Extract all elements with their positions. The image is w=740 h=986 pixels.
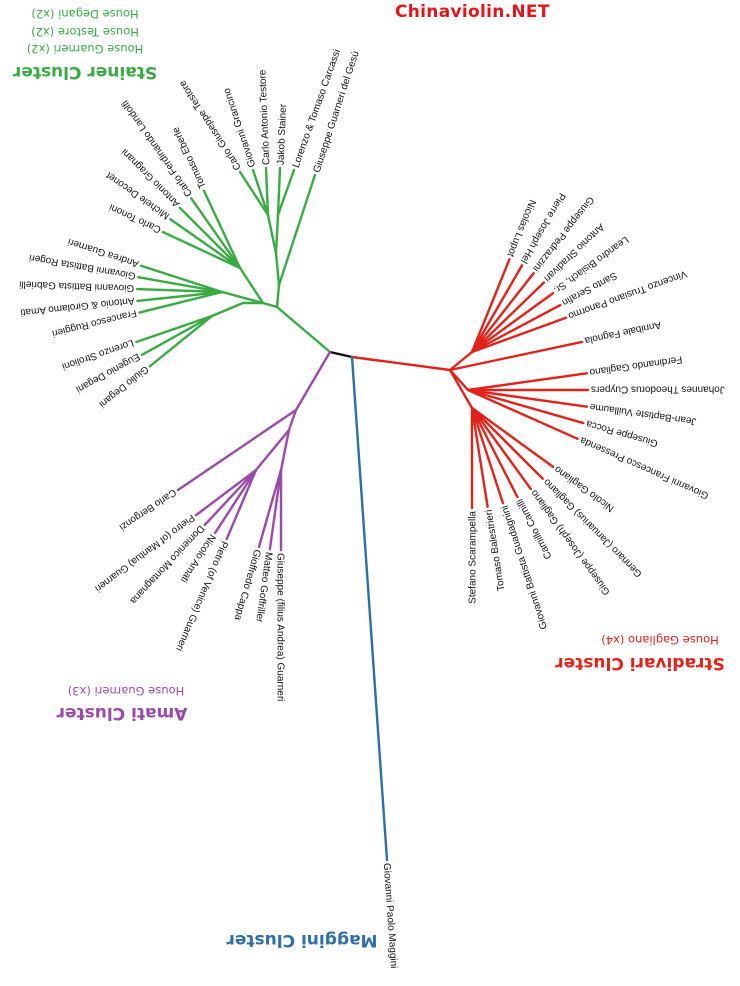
stradivari-leaf-branch <box>470 316 568 354</box>
stradivari-leaf-branch <box>470 271 535 354</box>
stainer-cluster-subtitle: House Degani (x2) <box>31 7 138 21</box>
stradivari-leaf-branch <box>470 303 562 354</box>
stainer-internal-branch <box>275 283 281 309</box>
stainer-leaf-branch <box>190 197 242 270</box>
stradivari-leaf-label: Johannes Theodorus Cuypers <box>591 384 725 395</box>
watermark-logo: Chinaviolin.NET <box>395 2 550 22</box>
stradivari-leaf-branch <box>470 406 532 491</box>
stainer-cluster-subtitle: House Guarneri (x2) <box>27 42 144 56</box>
stradivari-leaf-branch <box>470 406 544 480</box>
stainer-leaf-branch <box>136 290 224 303</box>
stainer-leaf-branch <box>137 276 224 294</box>
stradivari-cluster-title: Stradivari Cluster <box>555 653 725 673</box>
stradivari-leaf-branch <box>470 281 546 354</box>
stainer-leaf-label: Carlo Antonio Testore <box>257 69 272 165</box>
amati-leaf-label: Carlo Bergonzi <box>117 486 178 532</box>
stradivari-leaf-branch <box>470 264 524 354</box>
stradivari-internal-branch <box>448 350 474 372</box>
amati-leaf-branch <box>225 468 258 541</box>
stradivari-leaf-label: Ferdinando Gagliano <box>588 353 682 377</box>
stradivari-internal-branch <box>350 355 452 372</box>
stainer-leaf-branch <box>148 314 214 368</box>
stainer-internal-branch <box>274 251 281 287</box>
stainer-internal-branch <box>210 301 245 318</box>
tree-branches <box>135 166 590 862</box>
stradivari-leaf-branch <box>470 406 555 468</box>
stainer-internal-branch <box>220 290 265 305</box>
stainer-leaf-branch <box>169 218 242 270</box>
stainer-cluster-title: Stainer Cluster <box>12 62 157 82</box>
stainer-leaf-branch <box>138 290 224 314</box>
stainer-leaf-branch <box>161 230 242 270</box>
stainer-leaf-branch <box>135 287 224 294</box>
stainer-leaf-branch <box>140 314 214 356</box>
amati-leaf-branch <box>194 468 258 517</box>
stradivari-leaf-branch <box>448 340 584 372</box>
stainer-leaf-branch <box>251 168 270 217</box>
stainer-leaf-branch <box>178 206 242 270</box>
stradivari-leaf-branch <box>466 388 589 408</box>
amati-leaf-branch <box>176 408 298 492</box>
amati-cluster-subtitle: House Guarneri (x3) <box>68 684 185 698</box>
amati-internal-branch <box>287 408 298 432</box>
amati-leaf-branch <box>213 468 258 535</box>
stradivari-internal-branch <box>448 368 474 410</box>
maggini-leaf-branch <box>350 355 389 862</box>
cluster-titles: Stainer Cluster House Guarneri (x2) House … <box>12 7 724 950</box>
root-branch <box>328 350 354 359</box>
stradivari-leaf-label: Stefano Scarampella <box>468 511 479 604</box>
maggini-leaf-label: Giovanni Paolo Maggini <box>381 863 399 969</box>
stainer-leaf-branch <box>135 314 214 344</box>
amati-leaf-branch <box>257 468 283 549</box>
stainer-leaf-branch <box>276 166 282 217</box>
stradivari-leaf-label: Annibale Fagnola <box>583 319 662 346</box>
amati-internal-branch <box>254 428 291 472</box>
stainer-leaf-branch <box>202 189 242 270</box>
stradivari-leaf-branch <box>470 406 505 505</box>
stainer-leaf-branch <box>139 264 224 294</box>
stainer-internal-branch <box>275 305 332 354</box>
amati-cluster-title: Amati Cluster <box>56 703 187 723</box>
stainer-internal-branch <box>238 266 265 305</box>
stradivari-leaf-branch <box>466 372 589 392</box>
amati-leaf-branch <box>203 468 258 527</box>
stainer-internal-branch <box>261 301 279 309</box>
stainer-leaf-branch <box>264 166 270 217</box>
stainer-leaf-branch <box>277 173 317 287</box>
stainer-leaf-label: Jakob Stainer <box>276 103 290 165</box>
stainer-internal-branch <box>274 213 280 255</box>
stradivari-leaf-branch <box>470 292 555 354</box>
amati-internal-branch <box>294 350 332 412</box>
amati-internal-branch <box>279 428 291 472</box>
amati-leaf-branch <box>268 468 283 551</box>
stradivari-leaf-branch <box>470 258 511 354</box>
stradivari-leaf-branch <box>470 406 489 508</box>
stradivari-leaf-branch <box>466 388 585 425</box>
stainer-leaf-branch <box>238 170 270 217</box>
stradivari-leaf-branch <box>470 406 519 499</box>
stainer-leaf-branch <box>276 168 296 217</box>
maggini-cluster-title: Maggini Cluster <box>226 930 378 950</box>
stainer-cluster-subtitle: House Testore (x2) <box>31 25 139 39</box>
stainer-internal-branch <box>266 213 278 255</box>
stradivari-leaf-label: Nicolo Gagliano <box>552 463 616 514</box>
stradivari-cluster-subtitle: House Gagliano (x4) <box>601 633 718 647</box>
stradivari-leaf-branch <box>466 388 579 441</box>
stainer-leaf-label: Giovanni Battista Gabrielli <box>19 278 134 293</box>
amati-leaf-label: Giuseppe (filius Andrea) Guarneri <box>275 553 286 701</box>
